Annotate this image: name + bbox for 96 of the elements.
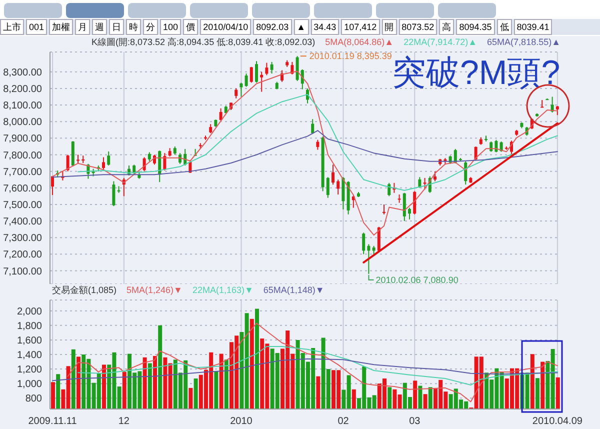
y-tick-label: 7,300.00 (3, 233, 42, 244)
y-tick-label: 1,200 (16, 364, 42, 376)
y-tick-label: 7,100.00 (3, 266, 42, 278)
chart-title: K線圖(開:8,073.52 高:8,094.35 低:8,039.41 收:8,092.03) (92, 36, 316, 48)
candlestick (265, 62, 268, 76)
candlestick (209, 124, 212, 134)
chart-title: 交易金額(1,085) (52, 284, 117, 296)
text: 22MA(1,163)▼ (192, 284, 254, 296)
candlestick (326, 176, 330, 198)
candlestick (250, 66, 253, 84)
x-tick-label: 2010 (230, 416, 253, 428)
y-tick-label: 7,700.00 (3, 166, 42, 178)
text: 低 (496, 19, 512, 35)
candlestick (367, 244, 370, 274)
candlestick (148, 152, 151, 162)
candlestick (398, 194, 401, 204)
candlestick (342, 176, 345, 210)
x-tick-label: 2009.11.11 (28, 416, 78, 428)
x-tick-label: 12 (118, 416, 130, 428)
y-tick-label: 7,400.00 (3, 216, 42, 228)
candlestick (244, 73, 248, 88)
text: 5MA(8,064.86)▲ (325, 36, 394, 48)
candlestick (255, 60, 258, 84)
text: 價 (183, 19, 198, 35)
text: 65MA(1,148)▼ (263, 284, 324, 296)
candlestick (107, 150, 110, 166)
text: 100 (160, 19, 182, 35)
candlestick (336, 179, 340, 196)
x-tick-label: 03 (409, 416, 421, 428)
candlestick (494, 139, 498, 153)
candlestick (413, 190, 416, 215)
candlestick (388, 182, 391, 197)
chart-subtitle: 突破?M頭? (392, 53, 560, 94)
text: 8092.03 (253, 19, 292, 35)
text: 22MA(7,914.72)▲ (404, 36, 478, 48)
text: 107,412 (341, 19, 380, 35)
y-tick-label: 7,600.00 (3, 183, 42, 194)
y-tick-label: 800 (25, 394, 42, 405)
candlestick (454, 148, 457, 164)
candlestick (556, 105, 559, 116)
candlestick (66, 154, 70, 172)
y-tick-label: 7,500.00 (3, 200, 42, 212)
x-tick-label: 02 (338, 416, 350, 428)
candlestick (102, 156, 105, 170)
y-tick-label: 7,200.00 (3, 250, 42, 261)
text: 34.43 (310, 19, 340, 35)
y-tick-label: 8,300.00 (3, 67, 42, 78)
candlestick (332, 164, 334, 186)
text: 8073.52 (398, 19, 438, 35)
y-tick-label: 1,600 (16, 336, 42, 347)
text: 開 (382, 19, 397, 35)
y-tick-label: 1,400 (16, 350, 42, 362)
text: 時 (126, 19, 142, 35)
candlestick (112, 180, 116, 207)
y-tick-label: 2,000 (16, 306, 42, 318)
line-series (52, 358, 558, 382)
y-tick-label: 1,800 (16, 320, 42, 332)
text: ▲ (294, 19, 309, 35)
candlestick (402, 192, 406, 222)
annotation: 2010.01.19 8,395.39 (309, 51, 392, 62)
text: 月 (75, 19, 90, 35)
text: 8039.41 (514, 19, 552, 35)
x-tick-label: 2010.04.09 (532, 416, 583, 428)
candlestick (219, 108, 222, 122)
y-tick-label: 7,900.00 (3, 134, 42, 145)
text: 5MA(1,246)▼ (126, 284, 182, 296)
candlestick (362, 232, 366, 255)
candlestick (474, 146, 478, 162)
text: 日 (109, 19, 124, 35)
line-series (67, 322, 558, 402)
candlestick (240, 82, 243, 98)
annotation: 2010.02.06 7,080.90 (376, 274, 458, 285)
y-tick-label: 8,100.00 (3, 100, 42, 112)
candlestick (296, 56, 299, 82)
y-tick-label: 1,000 (16, 379, 42, 390)
y-tick-label: 7,800.00 (3, 150, 42, 162)
y-tick-label: 8,000.00 (3, 117, 42, 128)
text: 週 (92, 19, 108, 35)
candlestick (382, 204, 386, 215)
text: 8094.35 (456, 19, 495, 35)
candlestick (260, 71, 264, 92)
candlestick (76, 154, 80, 164)
y-tick-label: 8,200.00 (3, 84, 42, 96)
text: 加權 (49, 19, 74, 35)
candlestick (408, 207, 411, 220)
text: 001 (26, 19, 48, 35)
text: 2010/04/10 (200, 19, 252, 35)
text: 65MA(7,818.55)▲ (487, 36, 560, 48)
text: 高 (439, 19, 454, 35)
candlestick (234, 88, 238, 99)
text: 上市 (0, 19, 24, 35)
candlestick (316, 139, 320, 150)
candlestick (270, 61, 274, 74)
text: 分 (143, 19, 158, 35)
line-series (78, 346, 558, 386)
candlestick (434, 170, 436, 182)
